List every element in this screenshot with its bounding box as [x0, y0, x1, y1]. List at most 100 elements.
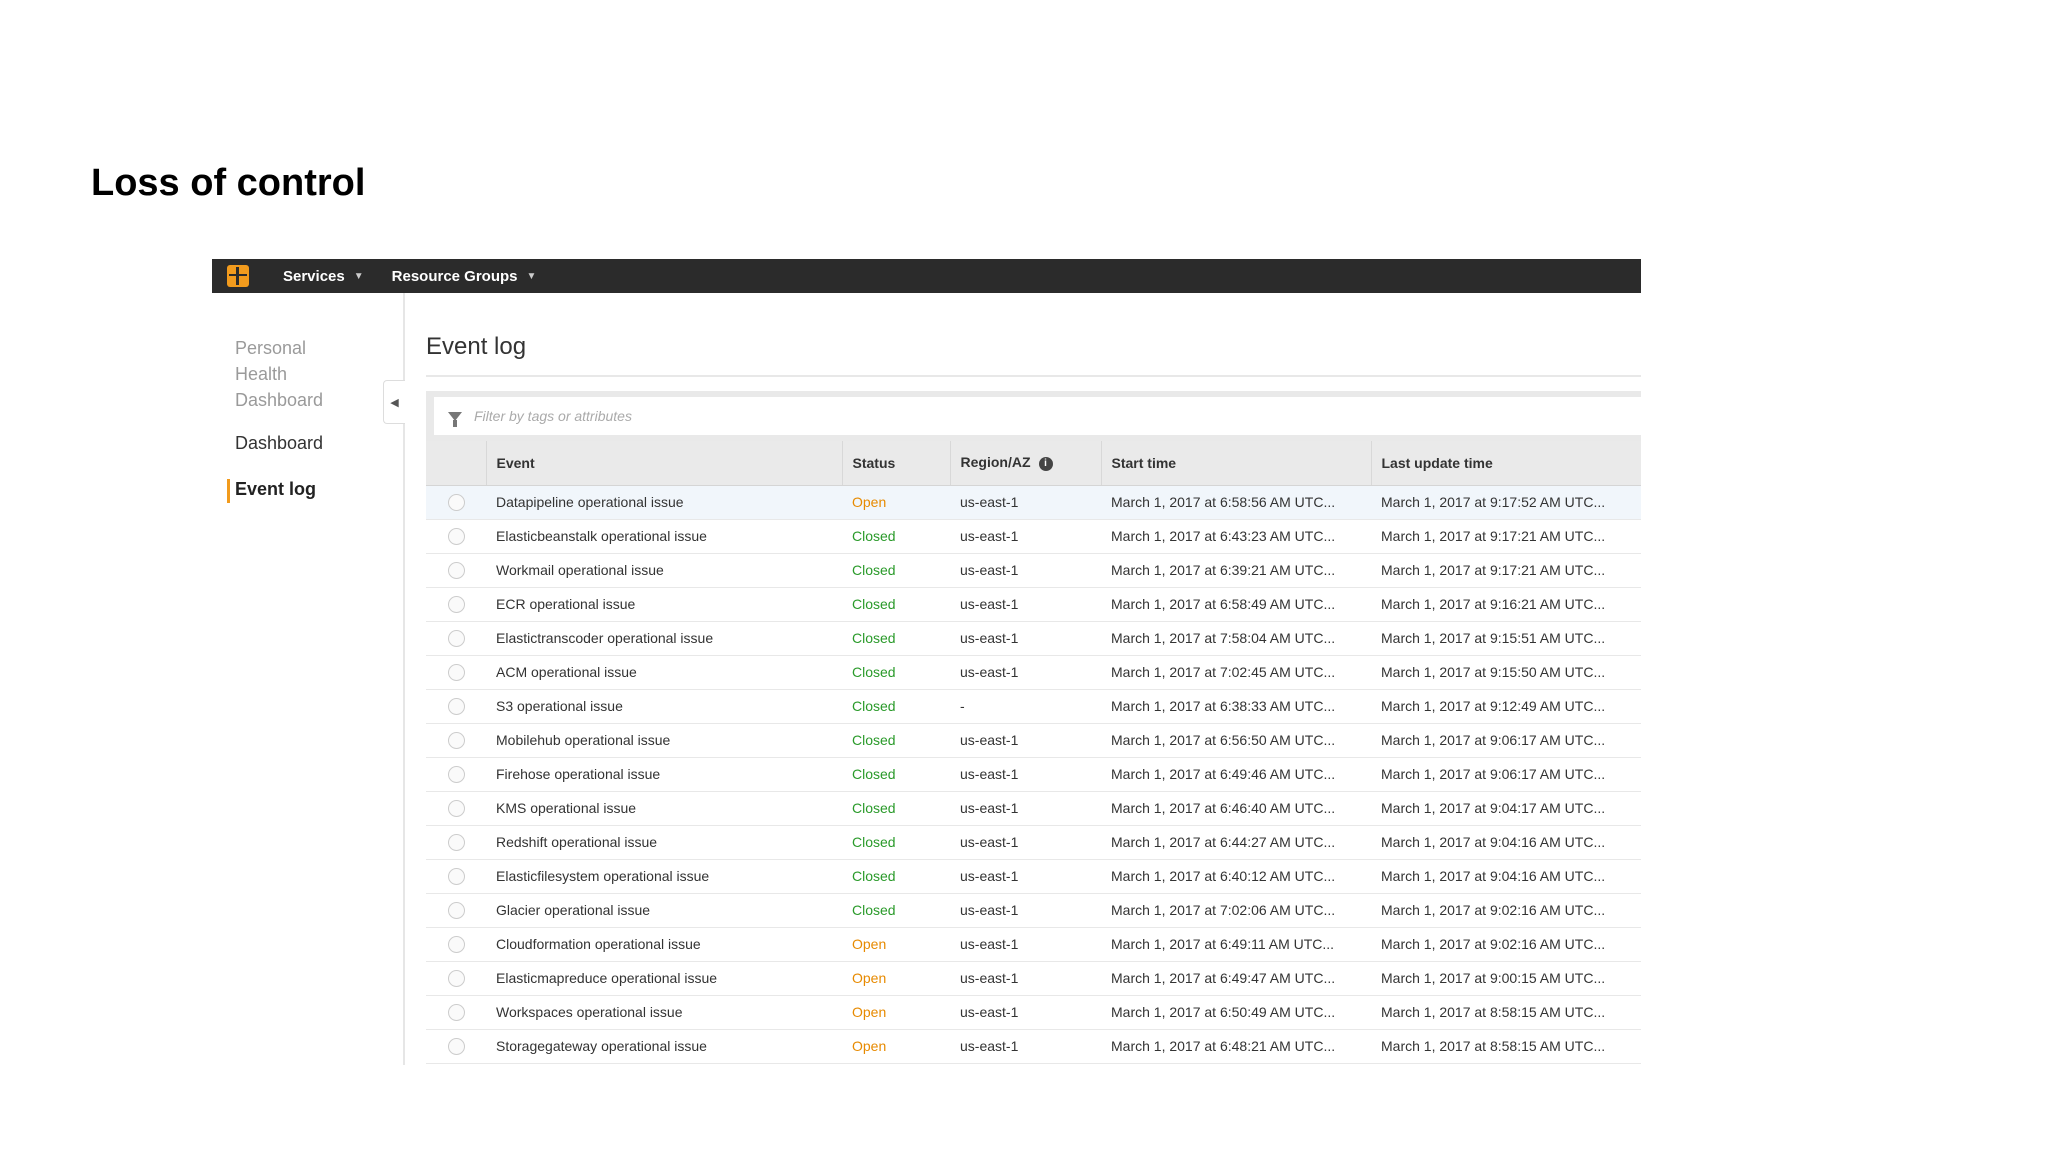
services-menu[interactable]: Services ▼ — [283, 268, 364, 285]
row-radio[interactable] — [448, 697, 465, 715]
status-cell: Open — [842, 927, 950, 962]
region-cell: us-east-1 — [950, 621, 1101, 656]
column-header-event[interactable]: Event — [486, 441, 843, 486]
table-row[interactable]: Mobilehub operational issue Closed us-east… — [426, 723, 1641, 758]
aws-cube-icon[interactable] — [227, 265, 249, 287]
event-name-cell[interactable]: Elasticmapreduce operational issue — [486, 961, 842, 996]
event-name-cell[interactable]: Cloudformation operational issue — [486, 927, 842, 962]
info-icon[interactable]: i — [1038, 457, 1053, 472]
start-time-cell: March 1, 2017 at 6:38:33 AM UTC... — [1101, 689, 1371, 724]
resource-groups-label: Resource Groups — [391, 267, 518, 285]
table-row[interactable]: Cloudformation operational issue Open us-e… — [426, 927, 1641, 962]
event-name-cell[interactable]: S3 operational issue — [486, 689, 842, 724]
table-row[interactable]: Elasticmapreduce operational issue Open us… — [426, 961, 1641, 996]
row-radio[interactable] — [448, 969, 465, 987]
row-radio[interactable] — [448, 561, 465, 579]
row-radio[interactable] — [448, 935, 465, 953]
table-row[interactable]: Firehose operational issue Closed us-east-… — [426, 757, 1641, 792]
event-name-cell[interactable]: Firehose operational issue — [486, 757, 842, 792]
region-cell: us-east-1 — [950, 995, 1101, 1030]
table-row[interactable]: Redshift operational issue Closed us-east-… — [426, 825, 1641, 860]
table-row[interactable]: KMS operational issue Closed us-east-1 Marc… — [426, 791, 1641, 826]
event-name-cell[interactable]: Elastictranscoder operational issue — [486, 621, 842, 656]
row-radio[interactable] — [448, 527, 465, 545]
region-cell: us-east-1 — [950, 723, 1101, 758]
table-row[interactable]: Workspaces operational issue Open us-east-… — [426, 995, 1641, 1030]
status-cell: Closed — [842, 587, 950, 622]
row-select-cell — [426, 655, 486, 690]
column-header-last-update-time[interactable]: Last update time — [1371, 441, 1641, 486]
column-header-start-time[interactable]: Start time — [1101, 441, 1372, 486]
table-row[interactable]: S3 operational issue Closed - March 1, 2017… — [426, 689, 1641, 724]
row-radio[interactable] — [448, 493, 465, 511]
row-radio[interactable] — [448, 663, 465, 681]
event-table-body: Datapipeline operational issue Open us-eas… — [426, 485, 1641, 1064]
row-radio[interactable] — [448, 595, 465, 613]
event-name-cell[interactable]: Glacier operational issue — [486, 893, 842, 928]
slide-title: Loss of control — [91, 162, 366, 204]
row-radio[interactable] — [448, 1037, 465, 1055]
event-name-cell[interactable]: Datapipeline operational issue — [486, 485, 842, 520]
filter-input[interactable]: Filter by tags or attributes — [434, 397, 1641, 435]
table-header-row: Event Status Region/AZ i Start time Last … — [426, 441, 1641, 486]
table-row[interactable]: Datapipeline operational issue Open us-eas… — [426, 485, 1641, 520]
table-row[interactable]: Elasticbeanstalk operational issue Closed… — [426, 519, 1641, 554]
console-screenshot: Services ▼ Resource Groups ▼ Personal He… — [212, 259, 1641, 1065]
table-row[interactable]: Storagegateway operational issue Open us-e… — [426, 1029, 1641, 1064]
row-radio[interactable] — [448, 1003, 465, 1021]
last-update-time-cell: March 1, 2017 at 9:04:16 AM UTC... — [1371, 825, 1641, 860]
sidebar-item-event-log[interactable]: Event log — [226, 479, 317, 503]
row-radio[interactable] — [448, 867, 465, 885]
event-name-cell[interactable]: Workmail operational issue — [486, 553, 842, 588]
table-row[interactable]: ACM operational issue Closed us-east-1 Marc… — [426, 655, 1641, 690]
sidebar-title: Personal Health Dashboard — [235, 338, 324, 410]
table-row[interactable]: Workmail operational issue Closed us-east-… — [426, 553, 1641, 588]
last-update-time-cell: March 1, 2017 at 8:58:15 AM UTC... — [1371, 1029, 1641, 1064]
table-row[interactable]: Elasticfilesystem operational issue Close… — [426, 859, 1641, 894]
row-radio[interactable] — [448, 833, 465, 851]
status-cell: Open — [842, 485, 950, 520]
event-name-cell[interactable]: Storagegateway operational issue — [486, 1029, 842, 1064]
event-name-cell[interactable]: Elasticbeanstalk operational issue — [486, 519, 842, 554]
region-cell: us-east-1 — [950, 587, 1101, 622]
resource-groups-menu[interactable]: Resource Groups ▼ — [392, 268, 537, 285]
row-select-cell — [426, 791, 486, 826]
collapse-sidebar-button[interactable]: ◀ — [383, 380, 405, 424]
status-cell: Closed — [842, 757, 950, 792]
event-name-cell[interactable]: ACM operational issue — [486, 655, 842, 690]
status-cell: Open — [842, 961, 950, 996]
event-name-cell[interactable]: Workspaces operational issue — [486, 995, 842, 1030]
region-cell: us-east-1 — [950, 893, 1101, 928]
start-time-cell: March 1, 2017 at 6:39:21 AM UTC... — [1101, 553, 1371, 588]
table-row[interactable]: Elastictranscoder operational issue Close… — [426, 621, 1641, 656]
start-time-cell: March 1, 2017 at 7:02:45 AM UTC... — [1101, 655, 1371, 690]
event-name-cell[interactable]: Redshift operational issue — [486, 825, 842, 860]
row-select-cell — [426, 587, 486, 622]
sidebar-item-dashboard[interactable]: Dashboard — [235, 433, 324, 453]
last-update-time-cell: March 1, 2017 at 9:17:21 AM UTC... — [1371, 553, 1641, 588]
table-row[interactable]: Glacier operational issue Closed us-east-1… — [426, 893, 1641, 928]
row-radio[interactable] — [448, 765, 465, 783]
row-radio[interactable] — [448, 799, 465, 817]
event-name-cell[interactable]: KMS operational issue — [486, 791, 842, 826]
sidebar: Personal Health Dashboard Dashboard Even… — [212, 293, 405, 1065]
row-select-cell — [426, 621, 486, 656]
column-header-region[interactable]: Region/AZ i — [950, 441, 1102, 486]
filter-placeholder: Filter by tags or attributes — [474, 408, 632, 424]
row-radio[interactable] — [448, 731, 465, 749]
last-update-time-cell: March 1, 2017 at 9:02:16 AM UTC... — [1371, 927, 1641, 962]
row-radio[interactable] — [448, 901, 465, 919]
last-update-time-cell: March 1, 2017 at 9:06:17 AM UTC... — [1371, 723, 1641, 758]
row-radio[interactable] — [448, 629, 465, 647]
event-name-cell[interactable]: Elasticfilesystem operational issue — [486, 859, 842, 894]
status-cell: Closed — [842, 655, 950, 690]
last-update-time-cell: March 1, 2017 at 9:04:17 AM UTC... — [1371, 791, 1641, 826]
last-update-time-cell: March 1, 2017 at 9:00:15 AM UTC... — [1371, 961, 1641, 996]
status-cell: Closed — [842, 825, 950, 860]
event-name-cell[interactable]: Mobilehub operational issue — [486, 723, 842, 758]
table-row[interactable]: ECR operational issue Closed us-east-1 Marc… — [426, 587, 1641, 622]
event-name-cell[interactable]: ECR operational issue — [486, 587, 842, 622]
event-table: Event Status Region/AZ i Start time Last … — [426, 441, 1641, 1064]
column-header-status[interactable]: Status — [842, 441, 951, 486]
row-select-cell — [426, 893, 486, 928]
